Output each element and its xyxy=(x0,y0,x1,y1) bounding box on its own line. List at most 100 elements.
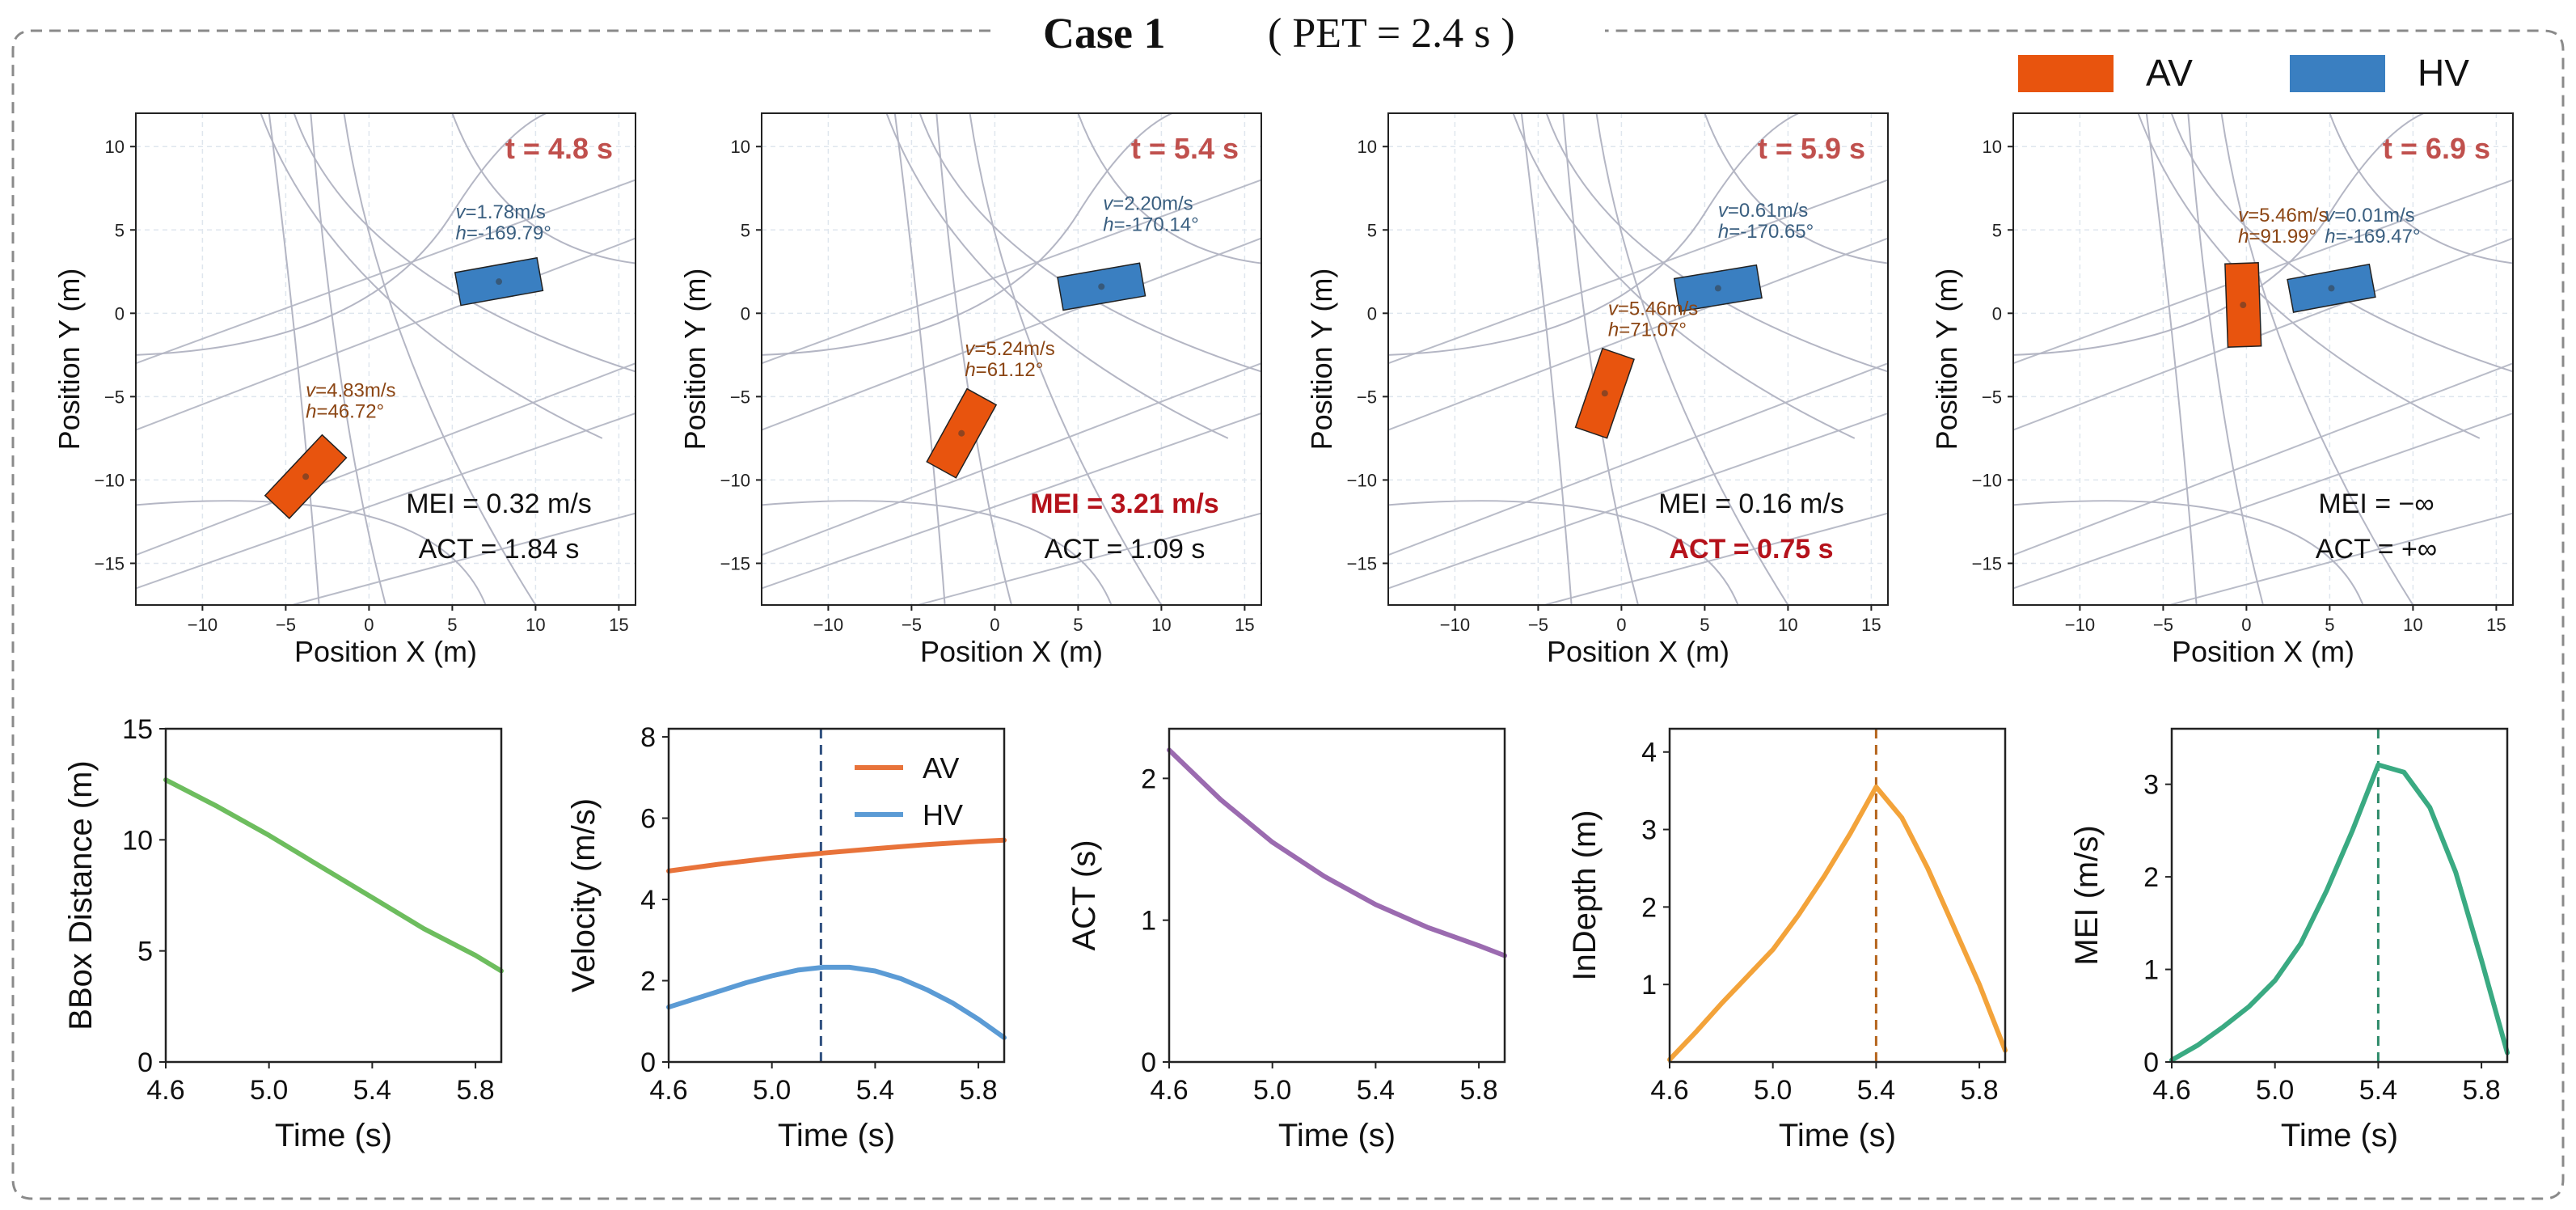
metric-label: ACT = 1.09 s xyxy=(1045,534,1206,565)
connector-lane xyxy=(893,113,946,605)
line-panel-1: 4.6 5.0 5.4 5.8 0 5 10 15 Time (s) BBox Distance … xyxy=(63,714,504,1153)
lane-line xyxy=(2013,412,2513,590)
axes-frame xyxy=(761,112,1262,606)
y-tick-label: −5 xyxy=(730,387,750,407)
metric-label: ACT = 0.75 s xyxy=(1669,534,1833,565)
lane-line xyxy=(1388,179,1888,365)
y-tick-label: −5 xyxy=(1357,387,1377,407)
plot-background xyxy=(2172,729,2507,1062)
x-tick-label: −10 xyxy=(1440,615,1470,635)
connector-lane xyxy=(2013,500,2364,605)
y-tick-label: −15 xyxy=(1347,553,1377,573)
x-tick-label: 4.6 xyxy=(649,1075,687,1106)
x-tick-label: 0 xyxy=(2241,615,2251,635)
vehicle-center xyxy=(1714,285,1721,292)
annotation-velocity-hv: v=1.78m/s xyxy=(456,201,546,223)
metric-label: ACT = +∞ xyxy=(2316,534,2437,565)
y-tick-label: 0 xyxy=(137,1047,153,1078)
y-tick-label: 3 xyxy=(2143,770,2159,801)
series-line-hv xyxy=(666,964,1007,1040)
x-tick-label: 4.6 xyxy=(2152,1075,2190,1106)
y-tick-label: 10 xyxy=(1983,137,2002,157)
x-tick-label: 4.6 xyxy=(1150,1075,1188,1106)
y-tick-label: 15 xyxy=(122,714,153,745)
y-tick-label: −10 xyxy=(1347,470,1377,490)
annotation-velocity-av: v=5.46m/s xyxy=(1608,298,1698,319)
series-line-av xyxy=(666,837,1007,874)
x-tick-label: −10 xyxy=(2065,615,2095,635)
y-tick-label: 2 xyxy=(1141,764,1156,794)
annotation-velocity-av: v=4.83m/s xyxy=(306,379,395,401)
connector-lane xyxy=(268,113,320,605)
lane-line xyxy=(1388,362,1888,556)
axes-frame xyxy=(135,112,636,606)
y-axis-label: BBox Distance (m) xyxy=(63,760,99,1030)
axes-frame xyxy=(667,727,1006,1064)
x-tick-label: −10 xyxy=(813,615,843,635)
connector-lane xyxy=(1512,113,1856,439)
plot-background xyxy=(1169,729,1505,1062)
legend-swatch-av xyxy=(2018,55,2114,92)
y-axis-label: ACT (s) xyxy=(1066,840,1102,950)
y-tick-label: −5 xyxy=(1982,387,2002,407)
connector-lane xyxy=(885,113,1229,439)
plot-background xyxy=(1670,729,2005,1062)
x-tick-label: 15 xyxy=(1861,615,1881,635)
lane-line xyxy=(914,512,1261,605)
y-tick-label: 5 xyxy=(741,220,750,240)
x-tick-label: 5.0 xyxy=(753,1075,791,1106)
x-tick-label: 5.0 xyxy=(250,1075,288,1106)
vehicle-center xyxy=(1601,390,1608,397)
y-tick-label: −10 xyxy=(95,470,125,490)
connector-lane xyxy=(1388,113,1855,356)
x-axis-label: Time (s) xyxy=(275,1118,392,1153)
y-axis-label: MEI (m/s) xyxy=(2069,825,2105,965)
vehicle-center xyxy=(1098,283,1105,290)
x-tick-label: 5.8 xyxy=(456,1075,494,1106)
y-axis-label: Velocity (m/s) xyxy=(566,798,602,992)
x-tick-label: 0 xyxy=(990,615,999,635)
x-tick-label: 5.4 xyxy=(1857,1075,1895,1106)
map-content xyxy=(136,113,636,605)
x-axis-label: Position X (m) xyxy=(1547,635,1729,668)
lane-line xyxy=(2013,362,2513,556)
x-tick-label: 5.0 xyxy=(1253,1075,1291,1106)
lane-line xyxy=(2013,237,2513,431)
series-line-act xyxy=(1167,747,1507,958)
annotation-heading-av: h=61.12° xyxy=(965,359,1043,381)
y-tick-label: −15 xyxy=(1972,553,2002,573)
y-tick-label: 0 xyxy=(115,303,125,324)
x-tick-label: 5.4 xyxy=(1357,1075,1395,1106)
y-tick-label: 8 xyxy=(640,722,656,753)
connector-lane xyxy=(969,113,1163,605)
connector-lane xyxy=(762,500,1113,605)
y-tick-label: 1 xyxy=(1141,906,1156,937)
connector-lane xyxy=(451,113,636,264)
connector-lane xyxy=(136,500,487,605)
y-tick-label: 2 xyxy=(1641,892,1657,923)
y-tick-label: −15 xyxy=(95,553,125,573)
x-axis-label: Time (s) xyxy=(1278,1118,1396,1153)
map-panel-4: v=5.46m/sh=91.99° v=0.01m/sh=-169.47° t = … xyxy=(1930,112,2514,668)
x-tick-label: 4.6 xyxy=(146,1075,184,1106)
y-tick-label: 4 xyxy=(1641,738,1657,768)
lane-line xyxy=(762,179,1261,365)
lane-line xyxy=(136,412,636,590)
lane-line xyxy=(2166,512,2513,605)
x-tick-label: 15 xyxy=(609,615,628,635)
connector-lane xyxy=(1077,113,1261,264)
annotation-heading-hv: h=-170.65° xyxy=(1718,221,1814,243)
time-label: t = 5.9 s xyxy=(1758,132,1865,165)
y-tick-label: 1 xyxy=(1641,970,1657,1001)
lane-line xyxy=(289,512,636,605)
metric-label: MEI = 0.16 m/s xyxy=(1658,489,1844,519)
map-background xyxy=(136,113,636,605)
annotation-heading-av: h=71.07° xyxy=(1608,319,1687,341)
series-line-mei xyxy=(2169,762,2510,1063)
legend-label-av: AV xyxy=(2146,52,2193,94)
time-label: t = 6.9 s xyxy=(2383,132,2490,165)
annotation-velocity-av: v=5.24m/s xyxy=(965,338,1054,360)
x-tick-label: −5 xyxy=(902,615,922,635)
lane-line xyxy=(762,237,1261,431)
